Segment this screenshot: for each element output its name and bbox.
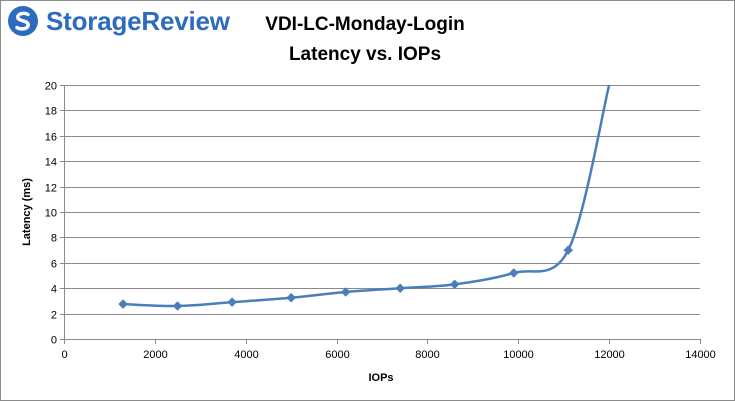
y-tick-label: 12 (45, 183, 57, 195)
x-tick-label: 12000 (594, 349, 625, 361)
x-tick-labels: 0 2000 4000 6000 8000 10000 12000 14000 (61, 349, 715, 361)
x-tick-label: 4000 (234, 349, 258, 361)
axes (60, 85, 701, 344)
gridlines (64, 85, 700, 315)
y-tick-label: 4 (51, 284, 57, 296)
y-axis-label: Latency (ms) (21, 178, 33, 246)
y-tick-label: 0 (51, 335, 57, 347)
data-point-marker (340, 287, 351, 297)
data-point-marker (172, 301, 183, 311)
x-tick-label: 0 (61, 349, 67, 361)
storagereview-logo-icon (8, 6, 38, 36)
y-tick-label: 2 (51, 310, 57, 322)
data-point-marker (449, 279, 460, 290)
y-tick-label: 8 (51, 233, 57, 245)
chart-title: VDI-LC-Monday-Login (265, 14, 465, 35)
x-tick-label: 10000 (503, 349, 534, 361)
data-point-marker (508, 268, 519, 278)
x-tick-label: 14000 (685, 349, 716, 361)
data-point-marker (118, 299, 128, 309)
brand-logo[interactable]: StorageReview (6, 4, 230, 38)
x-tick-label: 2000 (143, 349, 167, 361)
y-tick-label: 10 (45, 208, 57, 220)
series-layer (118, 84, 611, 311)
y-tick-label: 6 (51, 259, 57, 271)
x-tick-label: 6000 (325, 349, 349, 361)
y-tick-label: 14 (45, 157, 57, 169)
x-axis-label: IOPs (368, 372, 393, 384)
x-tick-label: 8000 (415, 349, 439, 361)
y-tick-label: 20 (45, 81, 57, 93)
data-point-marker (395, 283, 406, 294)
series-line (123, 84, 611, 308)
brand-name: StorageReview (46, 6, 230, 36)
y-tick-labels: 0 2 4 6 8 10 12 14 16 18 20 (45, 81, 57, 347)
data-point-marker (563, 245, 574, 255)
chart-subtitle: Latency vs. IOPs (288, 44, 442, 65)
data-point-marker (286, 292, 296, 303)
data-point-marker (227, 297, 237, 308)
y-tick-label: 18 (45, 106, 57, 118)
y-tick-label: 16 (45, 132, 57, 144)
